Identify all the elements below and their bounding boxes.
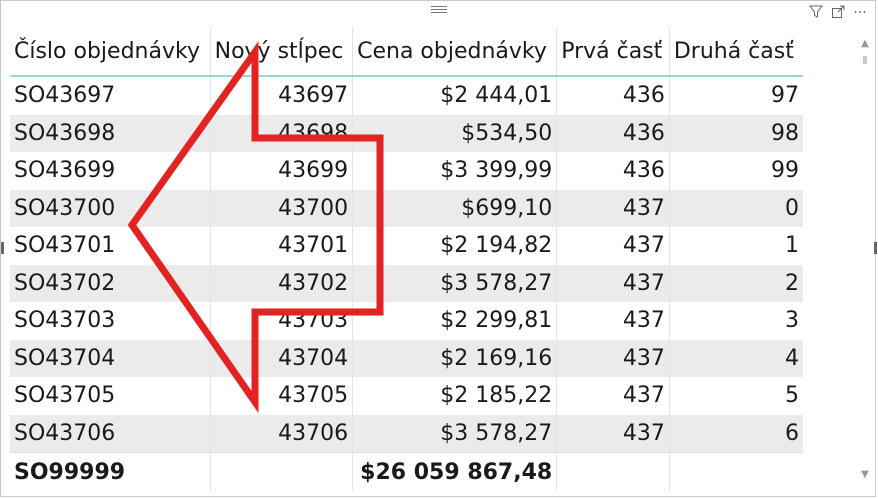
table-cell: SO43699	[10, 152, 211, 190]
table-cell: $3 578,27	[352, 264, 558, 302]
table-cell: 4	[669, 339, 803, 377]
table-cell: $3 578,27	[352, 414, 558, 453]
table-row: SO43699 43699 $3 399,99 436 99	[10, 152, 803, 190]
resize-handle-right[interactable]	[874, 242, 877, 254]
table-row: SO43698 43698 $534,50 436 98	[10, 114, 803, 152]
column-header[interactable]: Cena objednávky	[352, 27, 558, 77]
table-cell: 43703	[210, 302, 354, 340]
resize-handle-left[interactable]	[1, 242, 4, 254]
table-cell: $2 185,22	[352, 377, 558, 415]
total-cell	[556, 452, 670, 491]
table-cell: $699,10	[352, 189, 558, 227]
total-row: SO99999 $26 059 867,48	[10, 452, 803, 491]
table-cell: SO43702	[10, 264, 211, 302]
table-cell: 97	[771, 83, 799, 109]
drag-handle[interactable]	[431, 6, 447, 14]
table-cell: 43705	[210, 377, 354, 415]
table-cell: 43700	[210, 189, 354, 227]
table-cell: $3 399,99	[352, 152, 558, 190]
table-cell: 1	[785, 233, 799, 259]
table-cell: 437	[556, 414, 670, 453]
chevron-down-icon[interactable]: ▼	[861, 469, 869, 480]
table-cell: 437	[556, 339, 670, 377]
table-cell: $2 169,16	[352, 339, 558, 377]
total-cell: SO99999	[10, 452, 211, 491]
table-cell: $534,50	[352, 114, 558, 152]
table-cell: SO43704	[10, 339, 211, 377]
table-cell: 436	[556, 152, 670, 190]
table-cell: 437	[556, 264, 670, 302]
table-row: SO43703 43703 $2 299,81 437 3	[10, 302, 803, 340]
table-row: SO43704 43704 $2 169,16 437 4	[10, 339, 803, 377]
table-cell: SO43705	[10, 377, 211, 415]
table-row: SO43705 43705 $2 185,22 437 5	[10, 377, 803, 415]
table-cell: $2 444,01	[352, 76, 558, 115]
table-cell: 43701	[210, 227, 354, 265]
table-row: SO43697 43697 $2 444,01 436 97	[10, 76, 803, 115]
table-cell: $2 299,81	[352, 302, 558, 340]
table-cell: 2	[669, 264, 803, 302]
table-row: SO43700 43700 $699,10 437 0	[10, 189, 803, 227]
table-cell: SO43697	[10, 76, 211, 115]
table-cell: 436	[556, 114, 670, 152]
table-cell: 437	[556, 377, 670, 415]
table-cell: SO43701	[10, 227, 211, 265]
table-row: SO43702 43702 $3 578,27 437 2	[10, 264, 803, 302]
vertical-scrollbar[interactable]: ▲ ▼	[860, 38, 870, 480]
table-cell: SO43700	[10, 189, 211, 227]
total-cell	[210, 452, 354, 491]
table-cell: SO43703	[10, 302, 211, 340]
total-cell: $26 059 867,48	[352, 452, 558, 491]
table-cell: 43698	[210, 114, 354, 152]
table-cell: 99	[771, 158, 799, 184]
more-options-icon[interactable]: ···	[853, 5, 867, 21]
table-cell: 437	[556, 227, 670, 265]
table-cell: 43702	[210, 264, 354, 302]
table-cell: 5	[785, 383, 799, 409]
visual-header-icons: ···	[808, 5, 868, 23]
table-cell: 98	[669, 114, 803, 152]
table-cell: 437	[556, 302, 670, 340]
filter-icon[interactable]	[808, 5, 824, 23]
table-cell: $2 194,82	[352, 227, 558, 265]
column-header[interactable]: Nový stĺpec	[210, 27, 354, 77]
table-cell: SO43698	[10, 114, 211, 152]
data-table: Číslo objednávky Nový stĺpec Cena objedn…	[10, 27, 803, 491]
table-row: SO43701 43701 $2 194,82 437 1	[10, 227, 803, 265]
column-header[interactable]: Číslo objednávky	[10, 27, 211, 77]
table-cell: 437	[556, 189, 670, 227]
column-header[interactable]: Prvá časť	[556, 27, 670, 77]
chevron-up-icon[interactable]: ▲	[861, 38, 869, 49]
total-cell	[669, 452, 803, 491]
table-cell: 43697	[210, 76, 354, 115]
table-cell: SO43706	[10, 414, 211, 453]
table-cell: 43699	[210, 152, 354, 190]
table-cell: 43706	[210, 414, 354, 453]
table-cell: 0	[669, 189, 803, 227]
table-cell: 436	[556, 76, 670, 115]
table-cell: 3	[785, 308, 799, 334]
table-cell: 6	[669, 414, 803, 453]
focus-mode-icon[interactable]	[830, 5, 846, 23]
table-cell: 43704	[210, 339, 354, 377]
table-row: SO43706 43706 $3 578,27 437 6	[10, 414, 803, 453]
header-row: Číslo objednávky Nový stĺpec Cena objedn…	[10, 27, 803, 77]
column-header[interactable]: Druhá časť	[669, 27, 803, 77]
scrollbar-thumb[interactable]	[863, 56, 867, 64]
